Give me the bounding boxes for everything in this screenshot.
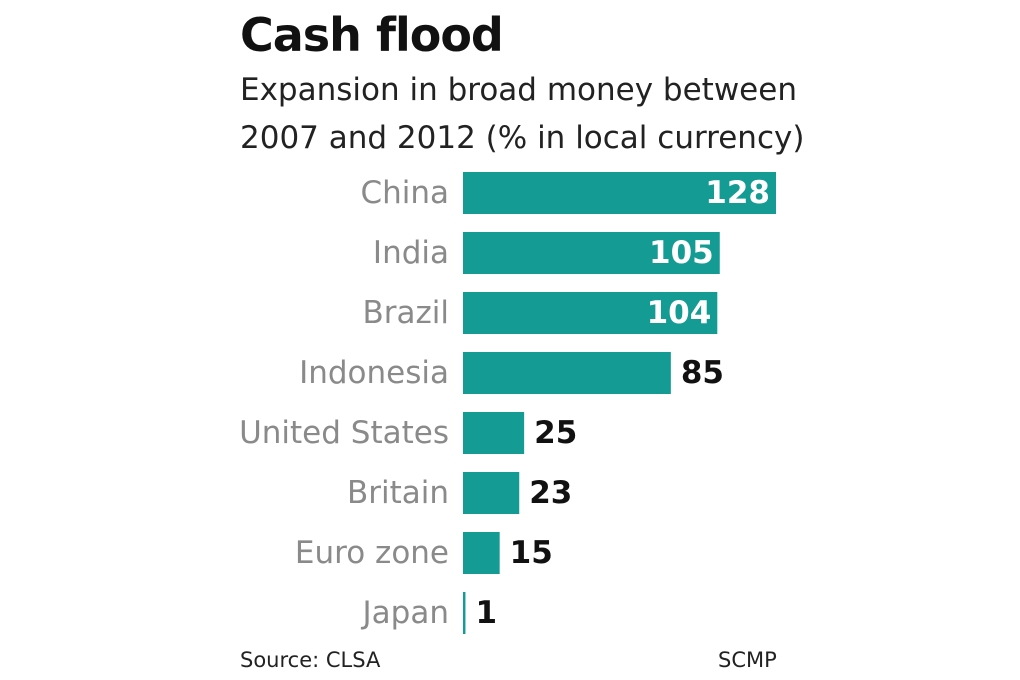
- category-label-china: China: [360, 175, 449, 211]
- category-label-indonesia: Indonesia: [299, 355, 449, 391]
- category-label-japan: Japan: [361, 595, 449, 631]
- bar-brazil: [463, 292, 718, 334]
- bar-euro-zone: [463, 532, 500, 574]
- value-label-japan: 1: [475, 595, 497, 631]
- bar-britain: [463, 472, 520, 514]
- category-label-brazil: Brazil: [362, 295, 449, 331]
- bar-indonesia: [463, 352, 671, 394]
- bar-japan: [463, 592, 466, 634]
- category-label-united-states: United States: [239, 415, 449, 451]
- chart-subtitle-line-2: 2007 and 2012 (% in local currency): [240, 120, 805, 156]
- source-note: Source: CLSA: [240, 648, 381, 672]
- value-label-brazil: 104: [647, 295, 712, 331]
- bar-china: [463, 172, 776, 214]
- bar-india: [463, 232, 720, 274]
- category-label-india: India: [373, 235, 449, 271]
- category-label-britain: Britain: [347, 475, 449, 511]
- value-label-indonesia: 85: [681, 355, 724, 391]
- value-label-india: 105: [649, 235, 714, 271]
- chart-subtitle-line-1: Expansion in broad money between: [240, 72, 797, 108]
- category-label-euro-zone: Euro zone: [295, 535, 449, 571]
- value-label-euro-zone: 15: [510, 535, 553, 571]
- value-label-united-states: 25: [534, 415, 577, 451]
- credit-note: SCMP: [718, 648, 777, 672]
- value-label-britain: 23: [529, 475, 572, 511]
- bar-united-states: [463, 412, 525, 454]
- value-label-china: 128: [705, 175, 770, 211]
- chart-title: Cash flood: [240, 8, 504, 62]
